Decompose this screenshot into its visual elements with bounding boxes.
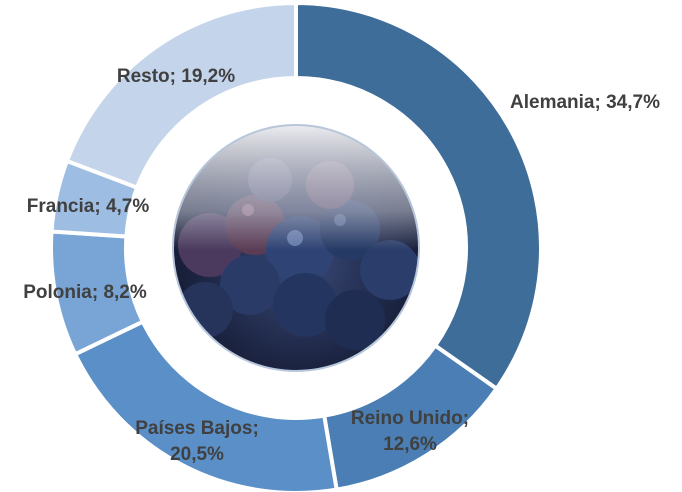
center-photo bbox=[170, 120, 430, 380]
data-label: Resto; 19,2% bbox=[91, 64, 261, 90]
data-label: Países Bajos; 20,5% bbox=[112, 416, 282, 468]
data-label: Reino Unido; 12,6% bbox=[330, 406, 490, 458]
data-label: Polonia; 8,2% bbox=[0, 280, 170, 306]
data-label: Francia; 4,7% bbox=[3, 194, 173, 220]
chart: Alemania; 34,7% Reino Unido; 12,6% Países … bbox=[0, 0, 682, 492]
data-label: Alemania; 34,7% bbox=[485, 90, 682, 116]
